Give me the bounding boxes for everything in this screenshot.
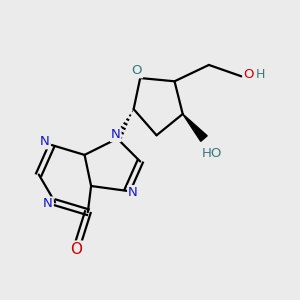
Polygon shape xyxy=(183,114,207,141)
Text: N: N xyxy=(128,186,138,199)
Text: O: O xyxy=(243,68,254,81)
Text: O: O xyxy=(132,64,142,77)
Text: N: N xyxy=(43,197,53,211)
Text: H: H xyxy=(255,68,265,81)
Text: O: O xyxy=(70,242,83,256)
Text: N: N xyxy=(111,128,121,141)
Text: HO: HO xyxy=(202,147,222,160)
Text: N: N xyxy=(40,135,50,148)
